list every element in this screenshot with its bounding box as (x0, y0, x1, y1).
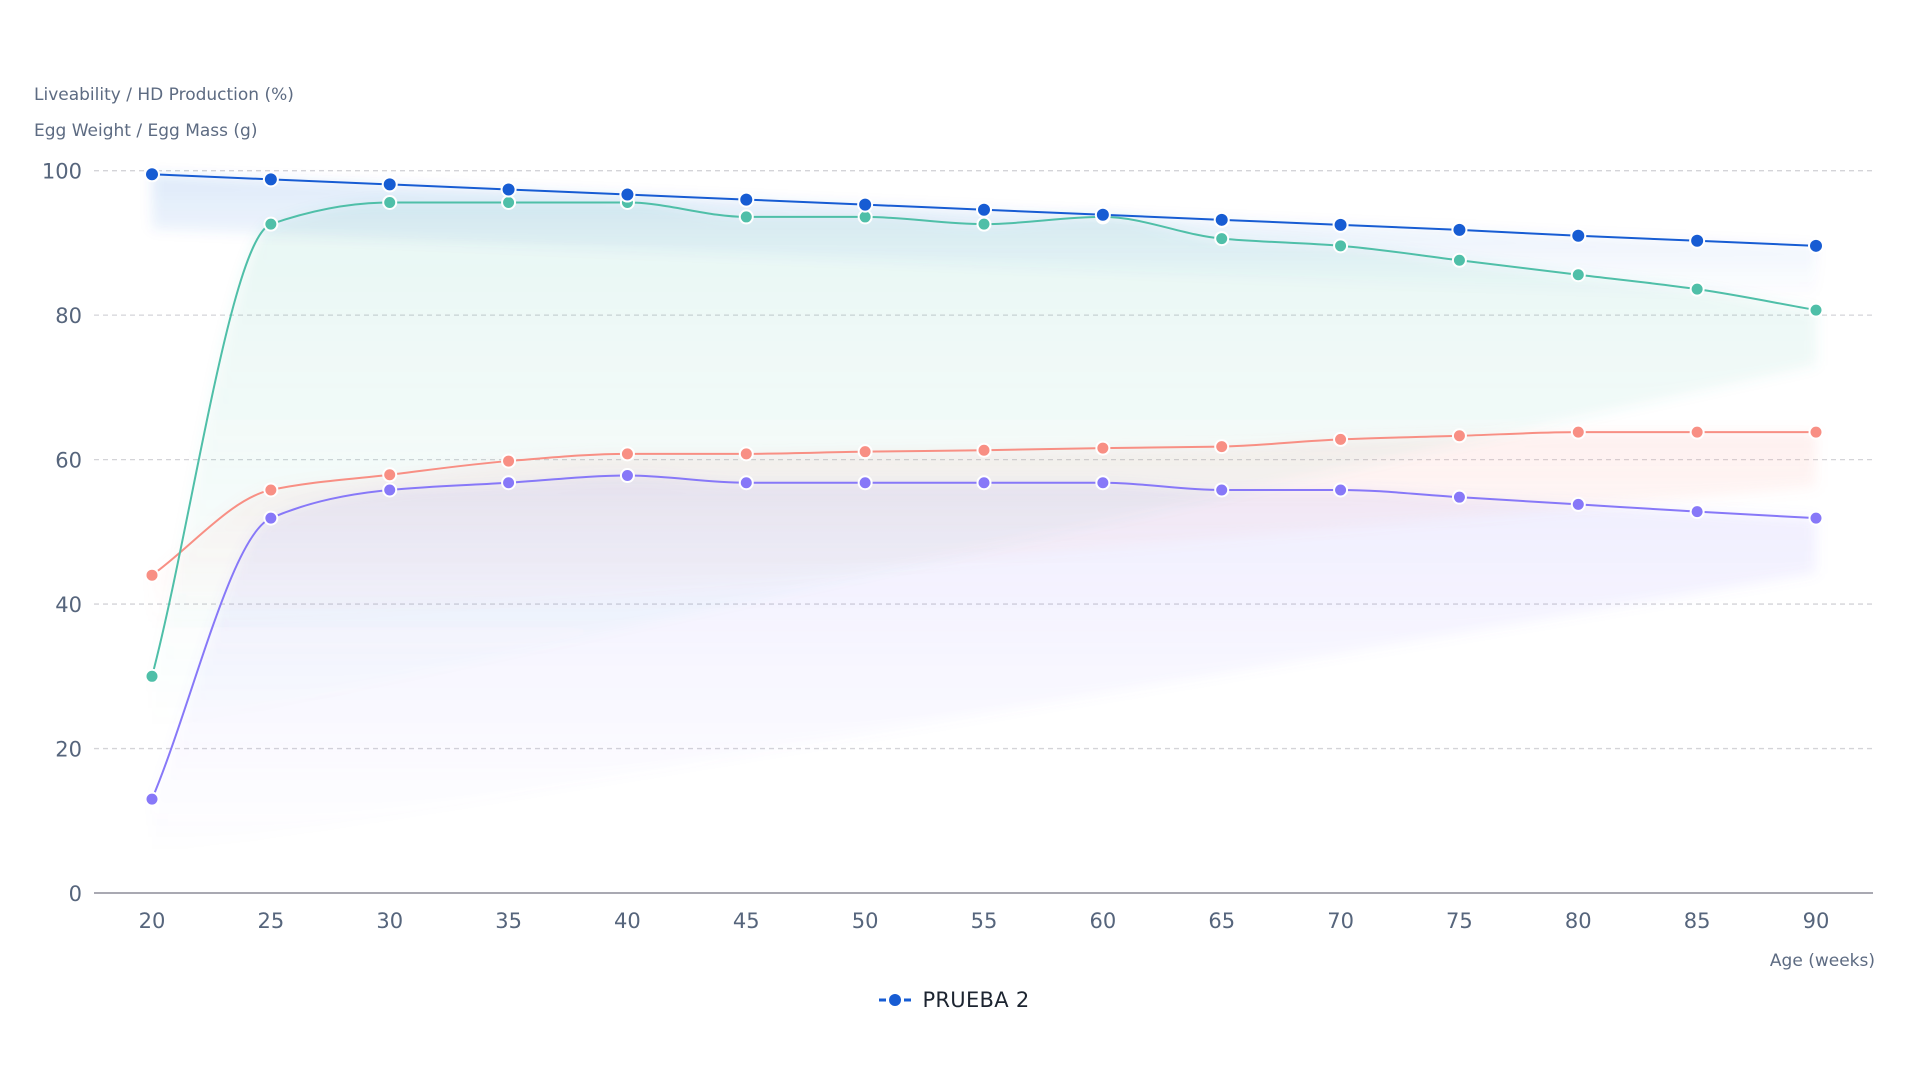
data-point[interactable] (1808, 424, 1824, 440)
x-tick-label: 20 (139, 909, 166, 933)
x-tick-label: 80 (1565, 909, 1592, 933)
x-tick-label: 75 (1446, 909, 1473, 933)
data-point[interactable] (1570, 227, 1587, 244)
legend-line-dot-icon (879, 994, 912, 1006)
data-point[interactable] (263, 482, 279, 498)
y-axis-title-primary: Liveability / HD Production (%) (34, 85, 294, 105)
x-tick-label: 30 (376, 909, 403, 933)
x-tick-label: 70 (1327, 909, 1354, 933)
data-point[interactable] (1451, 252, 1467, 268)
data-point[interactable] (857, 444, 873, 460)
x-tick-label: 50 (852, 909, 879, 933)
y-axis-title-secondary: Egg Weight / Egg Mass (g) (34, 121, 258, 141)
data-point[interactable] (262, 171, 279, 188)
y-tick-label: 20 (55, 738, 82, 762)
x-tick-label: 85 (1684, 909, 1711, 933)
data-point[interactable] (500, 181, 517, 198)
series-area (152, 202, 1816, 732)
data-point[interactable] (1689, 232, 1706, 249)
data-point[interactable] (1333, 238, 1349, 254)
data-point[interactable] (382, 467, 398, 483)
data-point[interactable] (381, 176, 398, 193)
data-point[interactable] (1689, 504, 1705, 520)
data-point[interactable] (1451, 221, 1468, 238)
series-points[interactable] (144, 166, 1824, 807)
data-point[interactable] (976, 475, 992, 491)
data-point[interactable] (144, 567, 160, 583)
y-tick-label: 0 (69, 882, 82, 906)
x-tick-label: 25 (257, 909, 284, 933)
x-tick-label: 60 (1089, 909, 1116, 933)
data-point[interactable] (1214, 439, 1230, 455)
data-point[interactable] (263, 510, 279, 526)
y-tick-label: 80 (55, 304, 82, 328)
data-point[interactable] (1689, 281, 1705, 297)
x-axis-title: Age (weeks) (1769, 951, 1875, 971)
data-point[interactable] (619, 468, 635, 484)
y-tick-label: 60 (55, 449, 82, 473)
data-point[interactable] (382, 482, 398, 498)
data-point[interactable] (1808, 510, 1824, 526)
x-tick-label: 65 (1208, 909, 1235, 933)
legend-item-prueba-2[interactable]: PRUEBA 2 (878, 988, 1029, 1012)
data-point[interactable] (501, 475, 517, 491)
data-point[interactable] (1095, 475, 1111, 491)
y-tick-label: 40 (55, 593, 82, 617)
data-point[interactable] (1808, 302, 1824, 318)
data-point[interactable] (382, 194, 398, 210)
data-point[interactable] (501, 453, 517, 469)
data-point[interactable] (857, 196, 874, 213)
x-tick-label: 35 (495, 909, 522, 933)
data-point[interactable] (857, 475, 873, 491)
data-point[interactable] (976, 442, 992, 458)
data-point[interactable] (1451, 428, 1467, 444)
y-tick-label: 100 (42, 160, 82, 184)
legend-label: PRUEBA 2 (922, 988, 1030, 1012)
series-line (151, 201, 1817, 678)
data-point[interactable] (1333, 482, 1349, 498)
data-point[interactable] (144, 791, 160, 807)
data-point[interactable] (144, 668, 160, 684)
data-point[interactable] (976, 201, 992, 218)
x-tick-label: 45 (733, 909, 760, 933)
data-point[interactable] (1808, 237, 1824, 254)
data-point[interactable] (619, 186, 636, 203)
data-point[interactable] (1570, 267, 1586, 283)
data-point[interactable] (738, 209, 754, 225)
series-area-fills (152, 174, 1816, 855)
data-point[interactable] (1213, 211, 1230, 228)
y-axis-ticks: 0 20 40 60 80 100 (42, 160, 82, 906)
data-point[interactable] (976, 216, 992, 232)
data-point[interactable] (144, 166, 160, 183)
series-line (151, 474, 1817, 801)
data-point[interactable] (738, 446, 754, 462)
data-point[interactable] (1570, 424, 1586, 440)
data-point[interactable] (738, 475, 754, 491)
data-point[interactable] (1570, 496, 1586, 512)
data-point[interactable] (1689, 424, 1705, 440)
x-tick-label: 90 (1803, 909, 1830, 933)
data-point[interactable] (1095, 440, 1111, 456)
data-point[interactable] (1094, 206, 1111, 223)
legend: PRUEBA 2 (0, 988, 1908, 1012)
data-point[interactable] (1332, 216, 1349, 233)
data-point[interactable] (738, 191, 755, 208)
data-point[interactable] (263, 216, 279, 232)
x-axis-ticks: 20 25 30 35 40 45 50 55 60 65 70 75 80 85 90 (139, 909, 1830, 933)
x-tick-label: 40 (614, 909, 641, 933)
data-point[interactable] (501, 194, 517, 210)
data-point[interactable] (1333, 431, 1349, 447)
x-tick-label: 55 (971, 909, 998, 933)
data-point[interactable] (619, 446, 635, 462)
data-point[interactable] (1214, 231, 1230, 247)
data-point[interactable] (1451, 489, 1467, 505)
data-point[interactable] (1214, 482, 1230, 498)
series-area (152, 174, 1816, 301)
